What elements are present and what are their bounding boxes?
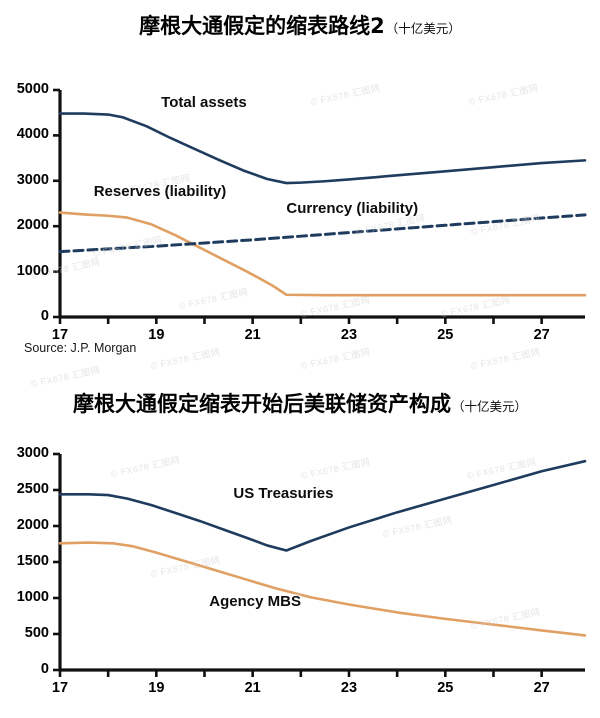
series-label: Total assets xyxy=(161,93,247,111)
x-tick-label: 27 xyxy=(533,327,550,343)
source-note: Source: J.P. Morgan xyxy=(24,341,137,355)
chart2-title-unit: （十亿美元） xyxy=(451,399,527,414)
x-tick-label: 17 xyxy=(51,680,69,696)
x-tick-label: 25 xyxy=(437,680,454,696)
x-tick-label: 23 xyxy=(340,680,358,696)
y-tick-label: 3000 xyxy=(16,171,49,188)
chart1-title-main: 摩根大通假定的缩表路线2 xyxy=(139,14,385,38)
series-line xyxy=(58,459,587,552)
chart2-plot xyxy=(53,452,587,677)
chart1-container xyxy=(0,70,600,365)
y-tick-label: 0 xyxy=(40,308,49,324)
series-line xyxy=(58,541,587,637)
y-tick-label: 1000 xyxy=(16,589,49,605)
chart1-plot xyxy=(53,88,587,324)
x-tick-label: 17 xyxy=(51,327,69,343)
series-label: Currency (liability) xyxy=(286,200,419,218)
y-tick-label: 2000 xyxy=(16,517,49,533)
y-tick-label: 5000 xyxy=(16,81,49,97)
y-tick-label: 2500 xyxy=(16,481,49,497)
x-tick-label: 19 xyxy=(148,327,165,343)
watermark: © FX678 汇图网 xyxy=(29,364,102,390)
x-tick-label: 19 xyxy=(148,680,165,696)
x-tick-label: 23 xyxy=(340,327,358,343)
series-label: US Treasuries xyxy=(233,485,334,503)
y-tick-label: 3000 xyxy=(16,445,49,461)
y-tick-label: 500 xyxy=(24,625,49,641)
series-label: Agency MBS xyxy=(209,593,301,611)
chart1-title-unit: （十亿美元） xyxy=(385,21,461,36)
series-line xyxy=(58,112,587,185)
chart2-title: 摩根大通假定缩表开始后美联储资产构成（十亿美元） xyxy=(0,388,600,418)
y-tick-label: 2000 xyxy=(16,217,49,234)
chart1-title: 摩根大通假定的缩表路线2（十亿美元） xyxy=(0,10,600,40)
x-tick-label: 25 xyxy=(437,327,454,343)
series-line xyxy=(58,211,587,297)
series-label: Reserves (liability) xyxy=(93,183,227,201)
y-tick-label: 4000 xyxy=(16,126,49,143)
chart2-title-main: 摩根大通假定缩表开始后美联储资产构成 xyxy=(72,392,451,416)
x-tick-label: 21 xyxy=(244,680,261,696)
x-tick-label: 21 xyxy=(244,327,261,343)
y-tick-label: 0 xyxy=(40,661,49,677)
series-line xyxy=(58,213,587,254)
y-tick-label: 1500 xyxy=(16,553,49,569)
y-tick-label: 1000 xyxy=(16,262,49,279)
chart2-container xyxy=(0,438,600,718)
x-tick-label: 27 xyxy=(533,680,550,696)
